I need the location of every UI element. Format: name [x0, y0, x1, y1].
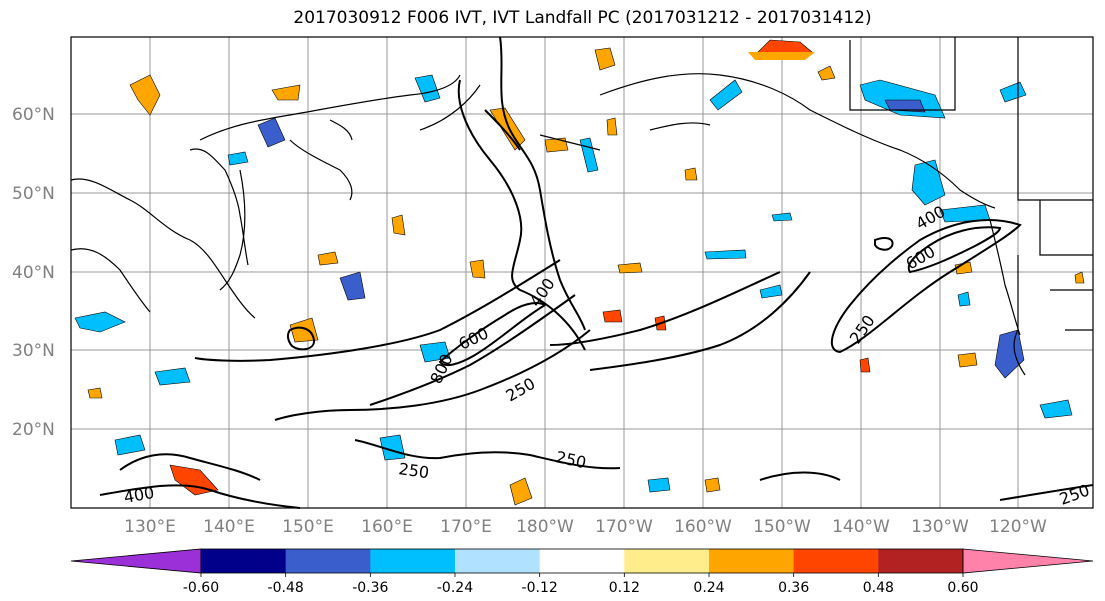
colorbar-tick-label: 0.60: [947, 580, 978, 596]
lat-labels: 60°N 50°N 40°N 30°N 20°N: [12, 105, 55, 440]
coastlines: [70, 37, 1093, 376]
lat-label: 50°N: [12, 184, 55, 204]
colorbar-segment: [285, 549, 371, 573]
colorbar-extend-low: [70, 548, 202, 574]
colorbar-tick-label: -0.36: [352, 580, 388, 596]
colorbar-outline: [200, 548, 964, 574]
colorbar: -0.60 -0.48 -0.36 -0.24 -0.12 0.12 0.24 0.36 0.4…: [70, 548, 1094, 596]
colorbar-extend-high: [962, 548, 1094, 574]
lon-label: 140°E: [203, 517, 255, 537]
colorbar-tick-label: -0.12: [522, 580, 558, 596]
chart-title: 2017030912 F006 IVT, IVT Landfall PC (20…: [293, 8, 872, 28]
lon-label: 130°W: [911, 517, 969, 537]
lat-label: 20°N: [12, 420, 55, 440]
lon-label: 160°W: [674, 517, 732, 537]
lat-label: 40°N: [12, 263, 55, 283]
colorbar-segment: [878, 549, 964, 573]
lat-label: 60°N: [12, 105, 55, 125]
lon-labels: 130°E 140°E 150°E 160°E 170°E 180°W 170°…: [124, 517, 1047, 537]
colorbar-segment: [793, 549, 879, 573]
colorbar-segment: [455, 549, 541, 573]
colorbar-tick-label: 0.36: [778, 580, 809, 596]
colorbar-tick-label: 0.12: [609, 580, 640, 596]
ivt-contours: [99, 36, 1094, 509]
lon-label: 170°E: [440, 517, 492, 537]
colorbar-tick-label: 0.24: [693, 580, 724, 596]
colorbar-tick-label: 0.48: [863, 580, 894, 596]
lat-label: 30°N: [12, 341, 55, 361]
lon-label: 150°W: [753, 517, 811, 537]
colorbar-tick-label: -0.60: [183, 580, 219, 596]
colorbar-segment: [709, 549, 795, 573]
colorbar-tick-label: -0.48: [268, 580, 304, 596]
colorbar-segment: [624, 549, 710, 573]
lon-label: 120°W: [989, 517, 1047, 537]
pc-shading: [74, 39, 1085, 506]
contour-label: 250: [397, 459, 430, 482]
colorbar-tick-label: -0.24: [437, 580, 473, 596]
lon-label: 140°W: [832, 517, 890, 537]
lon-label: 150°E: [282, 517, 334, 537]
colorbar-segment: [370, 549, 456, 573]
lon-label: 160°E: [361, 517, 413, 537]
colorbar-segment: [539, 549, 625, 573]
lon-label: 170°W: [595, 517, 653, 537]
colorbar-segment: [201, 549, 287, 573]
lon-label: 130°E: [124, 517, 176, 537]
lon-label: 180°W: [516, 517, 574, 537]
